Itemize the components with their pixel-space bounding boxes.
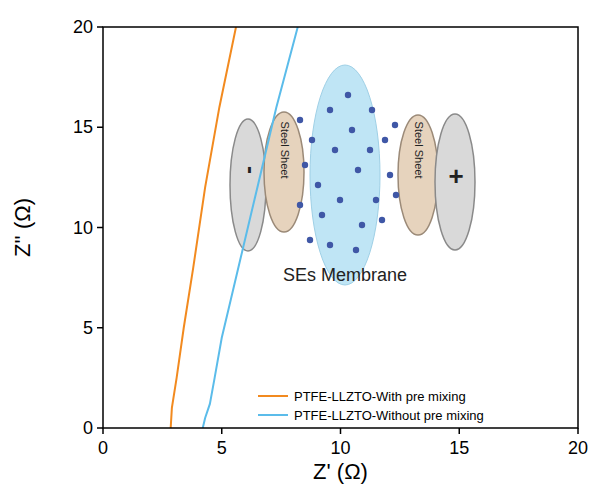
ion-dot: [359, 222, 365, 228]
electrode-right: [435, 114, 475, 250]
y-tick: [97, 227, 103, 229]
annotation: SEs Membrane: [283, 265, 407, 285]
y-axis-title: Z'' (Ω): [10, 198, 35, 257]
ion-dot: [379, 217, 385, 223]
ion-dot: [373, 197, 379, 203]
x-tick-label: 10: [330, 438, 350, 458]
x-tick-label: 0: [98, 438, 108, 458]
series-group: [171, 27, 298, 428]
ion-dot: [393, 192, 399, 198]
x-tick: [221, 428, 223, 434]
annotation: +: [448, 161, 463, 191]
y-tick-label: 0: [83, 418, 93, 438]
legend-swatch: [258, 414, 288, 416]
chart: Steel SheetSteel SheetSEs Membrane-+0510…: [0, 0, 595, 488]
x-tick-label: 20: [568, 438, 588, 458]
ion-dot: [392, 122, 398, 128]
series-line: [203, 27, 298, 428]
ion-dot: [319, 212, 325, 218]
y-tick-label: 10: [73, 218, 93, 238]
ion-dot: [307, 237, 313, 243]
ion-dot: [297, 202, 303, 208]
x-tick: [102, 428, 104, 434]
ion-dot: [327, 107, 333, 113]
x-tick: [577, 428, 579, 434]
x-axis-title: Z' (Ω): [313, 459, 368, 484]
x-tick: [459, 428, 461, 434]
ion-dot: [369, 107, 375, 113]
y-tick: [97, 26, 103, 28]
ion-dot: [382, 137, 388, 143]
steel-sheet-right: [398, 115, 438, 235]
y-tick: [97, 127, 103, 129]
ion-dot: [327, 242, 333, 248]
legend-label: PTFE-LLZTO-With pre mixing: [294, 389, 466, 404]
y-tick-label: 20: [73, 17, 93, 37]
membrane: [310, 65, 380, 285]
y-tick: [97, 327, 103, 329]
legend: PTFE-LLZTO-With pre mixing PTFE-LLZTO-Wit…: [258, 389, 484, 423]
x-tick-label: 5: [217, 438, 227, 458]
y-tick-label: 15: [73, 117, 93, 137]
x-tick-label: 15: [449, 438, 469, 458]
y-tick: [97, 427, 103, 429]
annotation: Steel Sheet: [279, 122, 291, 179]
legend-label: PTFE-LLZTO-Without pre mixing: [294, 408, 484, 423]
ion-dot: [355, 167, 361, 173]
plot-frame: [103, 27, 578, 428]
y-tick-label: 5: [83, 318, 93, 338]
ion-dot: [345, 92, 351, 98]
legend-swatch: [258, 395, 288, 397]
ion-dot: [337, 197, 343, 203]
x-tick: [340, 428, 342, 434]
ion-dot: [353, 247, 359, 253]
ion-dot: [302, 162, 308, 168]
ion-dot: [315, 182, 321, 188]
annotation: Steel Sheet: [413, 122, 425, 179]
inset-diagram: Steel SheetSteel SheetSEs Membrane-+: [230, 65, 475, 285]
ion-dot: [309, 137, 315, 143]
ion-dot: [387, 172, 393, 178]
ion-dot: [297, 117, 303, 123]
series-line: [171, 27, 236, 428]
ion-dot: [349, 127, 355, 133]
ion-dot: [367, 147, 373, 153]
ion-dot: [332, 147, 338, 153]
